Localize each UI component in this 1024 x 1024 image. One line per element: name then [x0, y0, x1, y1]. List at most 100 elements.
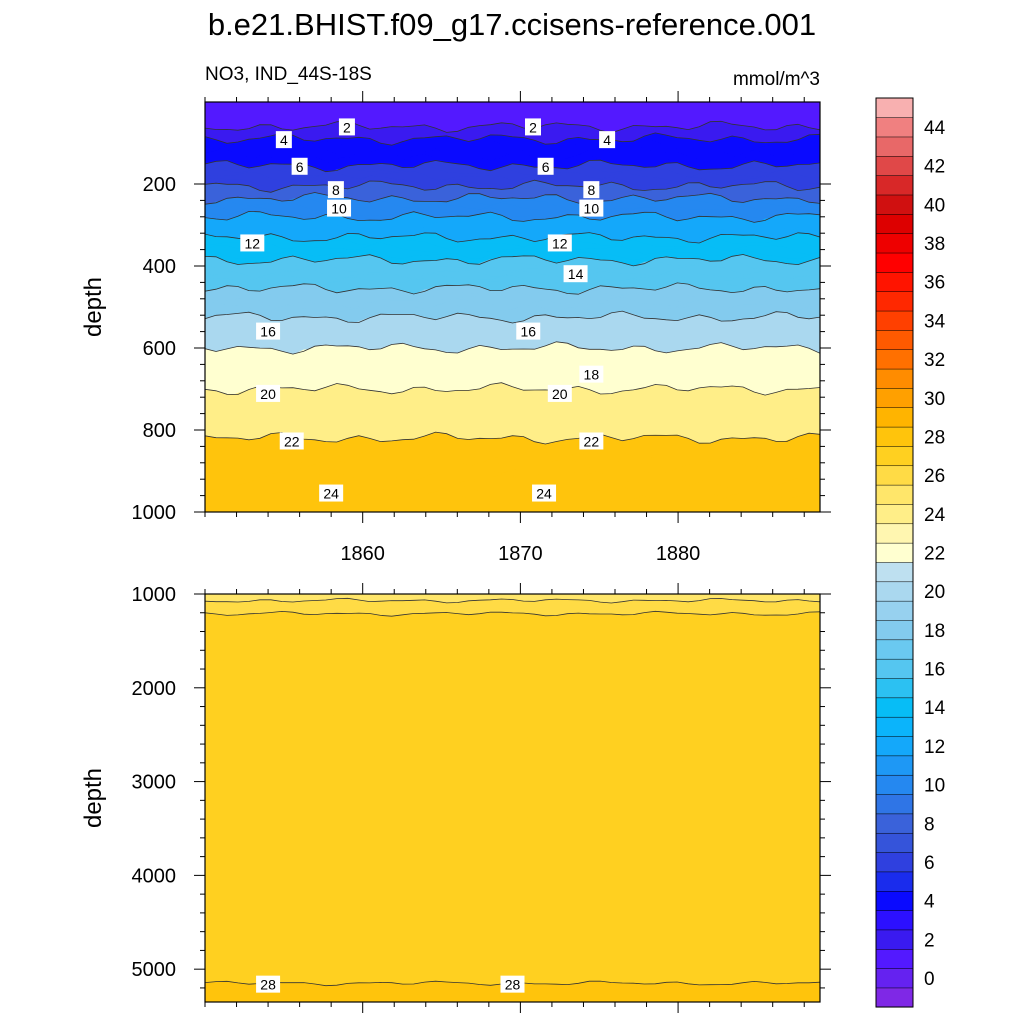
svg-text:12: 12	[245, 235, 261, 251]
svg-text:14: 14	[568, 266, 584, 282]
colorbar-tick-label: 24	[924, 505, 946, 526]
colorbar-tick-label: 10	[924, 776, 945, 797]
colorbar-tick-label: 0	[924, 969, 935, 990]
colorbar-swatch	[875, 774, 914, 795]
y-tick-label: 2000	[132, 678, 177, 700]
colorbar-swatch	[875, 97, 914, 118]
svg-text:22: 22	[284, 433, 300, 449]
colorbar-tick-label: 6	[924, 853, 935, 874]
colorbar-swatch	[875, 175, 914, 196]
lower-panel: 28 28 1000 2000 3000 4000 5000 depth	[80, 583, 831, 1013]
colorbar-swatch	[875, 465, 914, 486]
colorbar-swatch	[875, 503, 914, 525]
colorbar-tick-label: 40	[924, 195, 945, 216]
colorbar-tick-label: 4	[924, 892, 935, 913]
y-tick-label: 1000	[132, 584, 177, 606]
colorbar-swatch	[875, 794, 914, 815]
contour-line	[205, 179, 820, 193]
colorbar-tick-label: 38	[924, 234, 945, 255]
svg-text:12: 12	[552, 235, 568, 251]
colorbar-swatch	[875, 677, 914, 699]
contour-band	[205, 500, 820, 512]
colorbar-swatch	[875, 639, 914, 660]
colorbar-tick-label: 20	[924, 582, 945, 603]
svg-text:6: 6	[542, 159, 550, 175]
svg-text:2: 2	[343, 119, 351, 135]
colorbar-tick-label: 16	[924, 660, 945, 681]
colorbar-swatch	[875, 310, 914, 331]
colorbar-swatch	[875, 600, 914, 621]
contour-label: 28	[256, 975, 281, 993]
colorbar-swatch	[875, 619, 914, 641]
colorbar-swatch	[875, 735, 914, 757]
svg-text:24: 24	[323, 486, 339, 502]
colorbar-swatch	[875, 852, 914, 873]
contour-label: 20	[547, 384, 572, 402]
contour-line	[205, 210, 820, 223]
colorbar-swatch	[875, 987, 914, 1008]
svg-text:10: 10	[584, 201, 600, 217]
colorbar-tick-label: 32	[924, 350, 945, 371]
variable-label: NO3, IND_44S-18S	[205, 64, 372, 85]
colorbar-tick-label: 30	[924, 389, 945, 410]
colorbar-swatch	[875, 349, 914, 370]
colorbar-tick-label: 42	[924, 157, 945, 178]
svg-text:10: 10	[331, 201, 347, 217]
colorbar-swatch	[875, 581, 914, 602]
contour-band	[205, 495, 820, 512]
contour-band	[205, 995, 820, 1002]
colorbar-swatch	[875, 523, 914, 544]
svg-text:8: 8	[332, 182, 340, 198]
colorbar-swatch	[875, 871, 914, 892]
contour-label: 18	[579, 365, 604, 383]
colorbar-frame	[875, 97, 914, 1008]
contour-label: 6	[537, 157, 554, 175]
svg-text:20: 20	[552, 386, 568, 402]
plot-frame	[204, 593, 821, 1003]
contour-label: 10	[579, 199, 604, 217]
y-tick-label: 4000	[132, 865, 177, 887]
colorbar-tick-label: 18	[924, 621, 945, 642]
y-tick-label: 600	[143, 338, 176, 360]
contour-line	[205, 597, 820, 604]
svg-text:16: 16	[520, 324, 536, 340]
svg-text:22: 22	[584, 433, 600, 449]
colorbar-swatch	[875, 291, 914, 312]
colorbar-tick-label: 14	[924, 698, 946, 719]
colorbar-swatch	[875, 426, 914, 447]
chart-title: b.e21.BHIST.f09_g17.ccisens-reference.00…	[208, 7, 816, 42]
contour-label: 4	[275, 131, 292, 149]
colorbar-swatch	[875, 910, 914, 931]
colorbar: 0246810121416182022242628303234363840424…	[875, 97, 946, 1008]
colorbar-swatch	[875, 445, 914, 467]
contour-label: 8	[583, 181, 600, 199]
contour-label: 24	[532, 484, 557, 502]
colorbar-swatch	[875, 368, 914, 389]
svg-text:28: 28	[260, 977, 276, 993]
svg-text:6: 6	[296, 159, 304, 175]
x-tick-label: 1870	[498, 543, 543, 565]
y-axis-label: depth	[80, 768, 107, 828]
colorbar-swatch	[875, 561, 914, 583]
x-tick-label: 1860	[340, 543, 385, 565]
colorbar-swatch	[875, 658, 914, 679]
contour-line	[205, 431, 820, 445]
colorbar-tick-label: 12	[924, 737, 945, 758]
contour-line	[205, 254, 820, 267]
contour-label: 22	[279, 432, 304, 450]
colorbar-swatch	[875, 387, 914, 408]
colorbar-swatch	[875, 755, 914, 776]
contour-label: 2	[525, 118, 541, 136]
contour-label: 22	[579, 432, 604, 450]
colorbar-swatch	[875, 252, 914, 273]
contour-label: 20	[256, 384, 281, 402]
svg-text:20: 20	[260, 386, 276, 402]
contour-label: 12	[547, 234, 572, 252]
contour-line	[205, 382, 820, 396]
contour-line	[205, 120, 820, 134]
contour-label: 10	[327, 199, 352, 217]
y-tick-label: 1000	[132, 502, 177, 524]
colorbar-tick-label: 8	[924, 814, 935, 835]
contour-line	[205, 232, 820, 244]
colorbar-swatch	[875, 155, 914, 176]
